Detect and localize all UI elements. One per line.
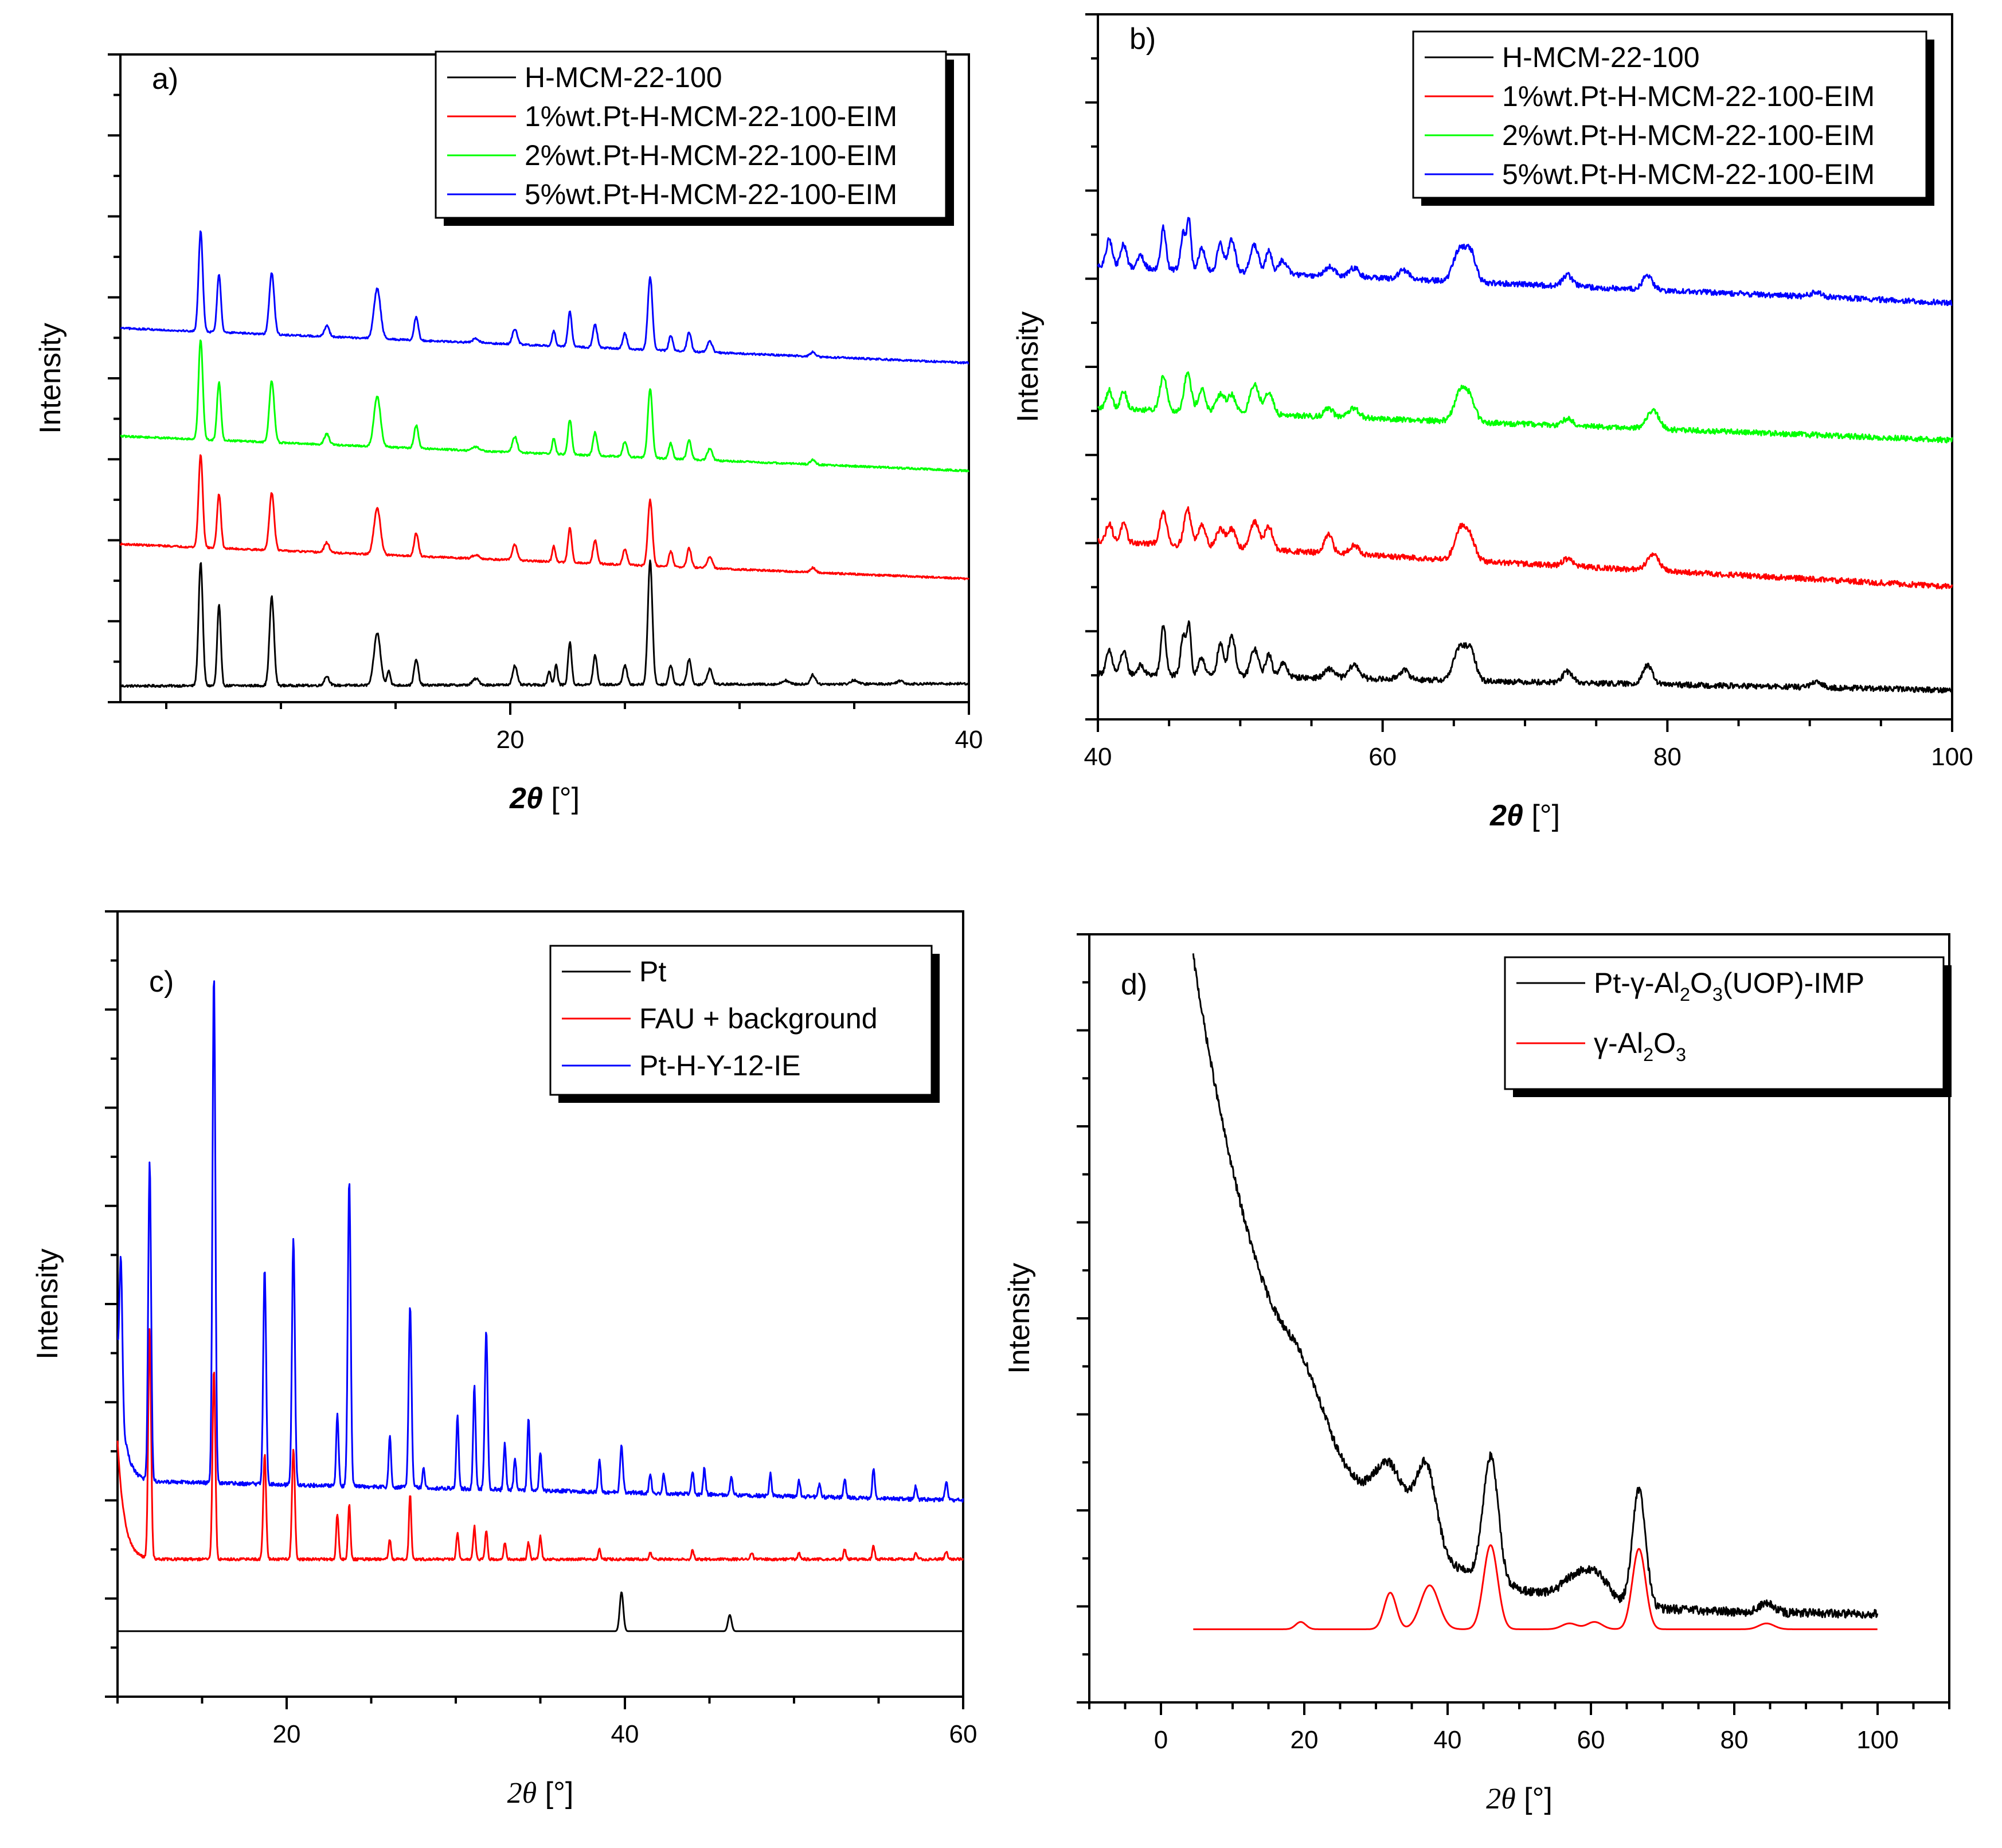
- legend-label: H-MCM-22-100: [1502, 41, 1700, 73]
- panel-c: 20 40 60 2θ [°] Intensity c) Pt FAU + backgroun…: [31, 910, 977, 1810]
- legend-label: 1%wt.Pt-H-MCM-22-100-EIM: [1502, 80, 1875, 112]
- x-tick-label: 20: [273, 1720, 301, 1748]
- panel-b: 40 60 80 100 2θ [°] Intensity b) H-MCM-22-100 1%…: [1011, 13, 1973, 832]
- series-line-3: [1097, 217, 1953, 306]
- legend-label: Pt-H-Y-12-IE: [639, 1050, 801, 1082]
- legend-label: Pt: [639, 956, 666, 988]
- x-tick-label: 40: [1434, 1726, 1462, 1754]
- y-axis-title: Intensity: [1003, 1263, 1036, 1374]
- x-tick-label: 80: [1653, 743, 1682, 771]
- legend-label: 5%wt.Pt-H-MCM-22-100-EIM: [525, 178, 897, 210]
- series-line-2: [117, 980, 964, 1503]
- legend-label: H-MCM-22-100: [525, 61, 722, 93]
- x-axis-title: 2θ [°]: [1489, 799, 1560, 832]
- x-tick-label: 40: [611, 1720, 639, 1748]
- panel-label: b): [1129, 22, 1156, 56]
- series-line-1: [1192, 1544, 1878, 1630]
- legend: [549, 945, 933, 1096]
- x-tick-label: 40: [1084, 743, 1112, 771]
- legend-label: 2%wt.Pt-H-MCM-22-100-EIM: [525, 139, 897, 171]
- series-line-0: [119, 559, 969, 688]
- x-axis-title: 2θ [°]: [507, 1776, 574, 1810]
- legend: [1504, 956, 1945, 1090]
- panel-label: a): [152, 62, 178, 96]
- legend: [435, 50, 947, 219]
- legend-label: 5%wt.Pt-H-MCM-22-100-EIM: [1502, 158, 1875, 190]
- series-line-1: [116, 1328, 964, 1561]
- series-line-2: [120, 339, 970, 473]
- legend: [1412, 30, 1927, 199]
- legend-label: Pt-γ-Al2O3(UOP)-IMP: [1594, 967, 1864, 1005]
- x-tick-label: 20: [496, 726, 525, 754]
- x-axis-title: 2θ [°]: [1486, 1782, 1553, 1815]
- x-tick-label: 0: [1154, 1726, 1168, 1754]
- x-tick-label: 60: [1368, 743, 1397, 771]
- legend-label: γ-Al2O3: [1594, 1027, 1686, 1065]
- series-line-1: [1097, 506, 1953, 590]
- y-axis-title: Intensity: [34, 323, 67, 434]
- x-tick-label: 100: [1931, 743, 1973, 771]
- x-tick-label: 60: [949, 1720, 977, 1748]
- x-tick-label: 80: [1721, 1726, 1749, 1754]
- series-line-0: [1097, 620, 1953, 694]
- panel-label: d): [1121, 968, 1147, 1001]
- series-line-0: [117, 1591, 964, 1632]
- series-line-1: [119, 454, 970, 581]
- legend-label: 1%wt.Pt-H-MCM-22-100-EIM: [525, 100, 897, 132]
- x-tick-label: 20: [1291, 1726, 1319, 1754]
- x-tick-label: 40: [955, 726, 983, 754]
- y-axis-title: Intensity: [31, 1248, 64, 1360]
- x-tick-label: 100: [1856, 1726, 1898, 1754]
- series-line-0: [1192, 953, 1879, 1619]
- panel-d: 0 20 40 60 80 100 2θ [°] Intensity d) Pt-γ-Al2O3(…: [1003, 933, 1952, 1815]
- y-axis-title: Intensity: [1011, 311, 1045, 422]
- x-tick-label: 60: [1577, 1726, 1605, 1754]
- series-line-3: [120, 230, 969, 365]
- legend-label: 2%wt.Pt-H-MCM-22-100-EIM: [1502, 119, 1875, 151]
- series-line-2: [1097, 371, 1953, 444]
- panel-a: 20 40 2θ [°] Intensity a) H-MCM-22-100 1%wt.Pt…: [34, 50, 983, 815]
- legend-label: FAU + background: [639, 1003, 878, 1035]
- panel-label: c): [149, 965, 174, 999]
- x-axis-title: 2θ [°]: [509, 782, 580, 815]
